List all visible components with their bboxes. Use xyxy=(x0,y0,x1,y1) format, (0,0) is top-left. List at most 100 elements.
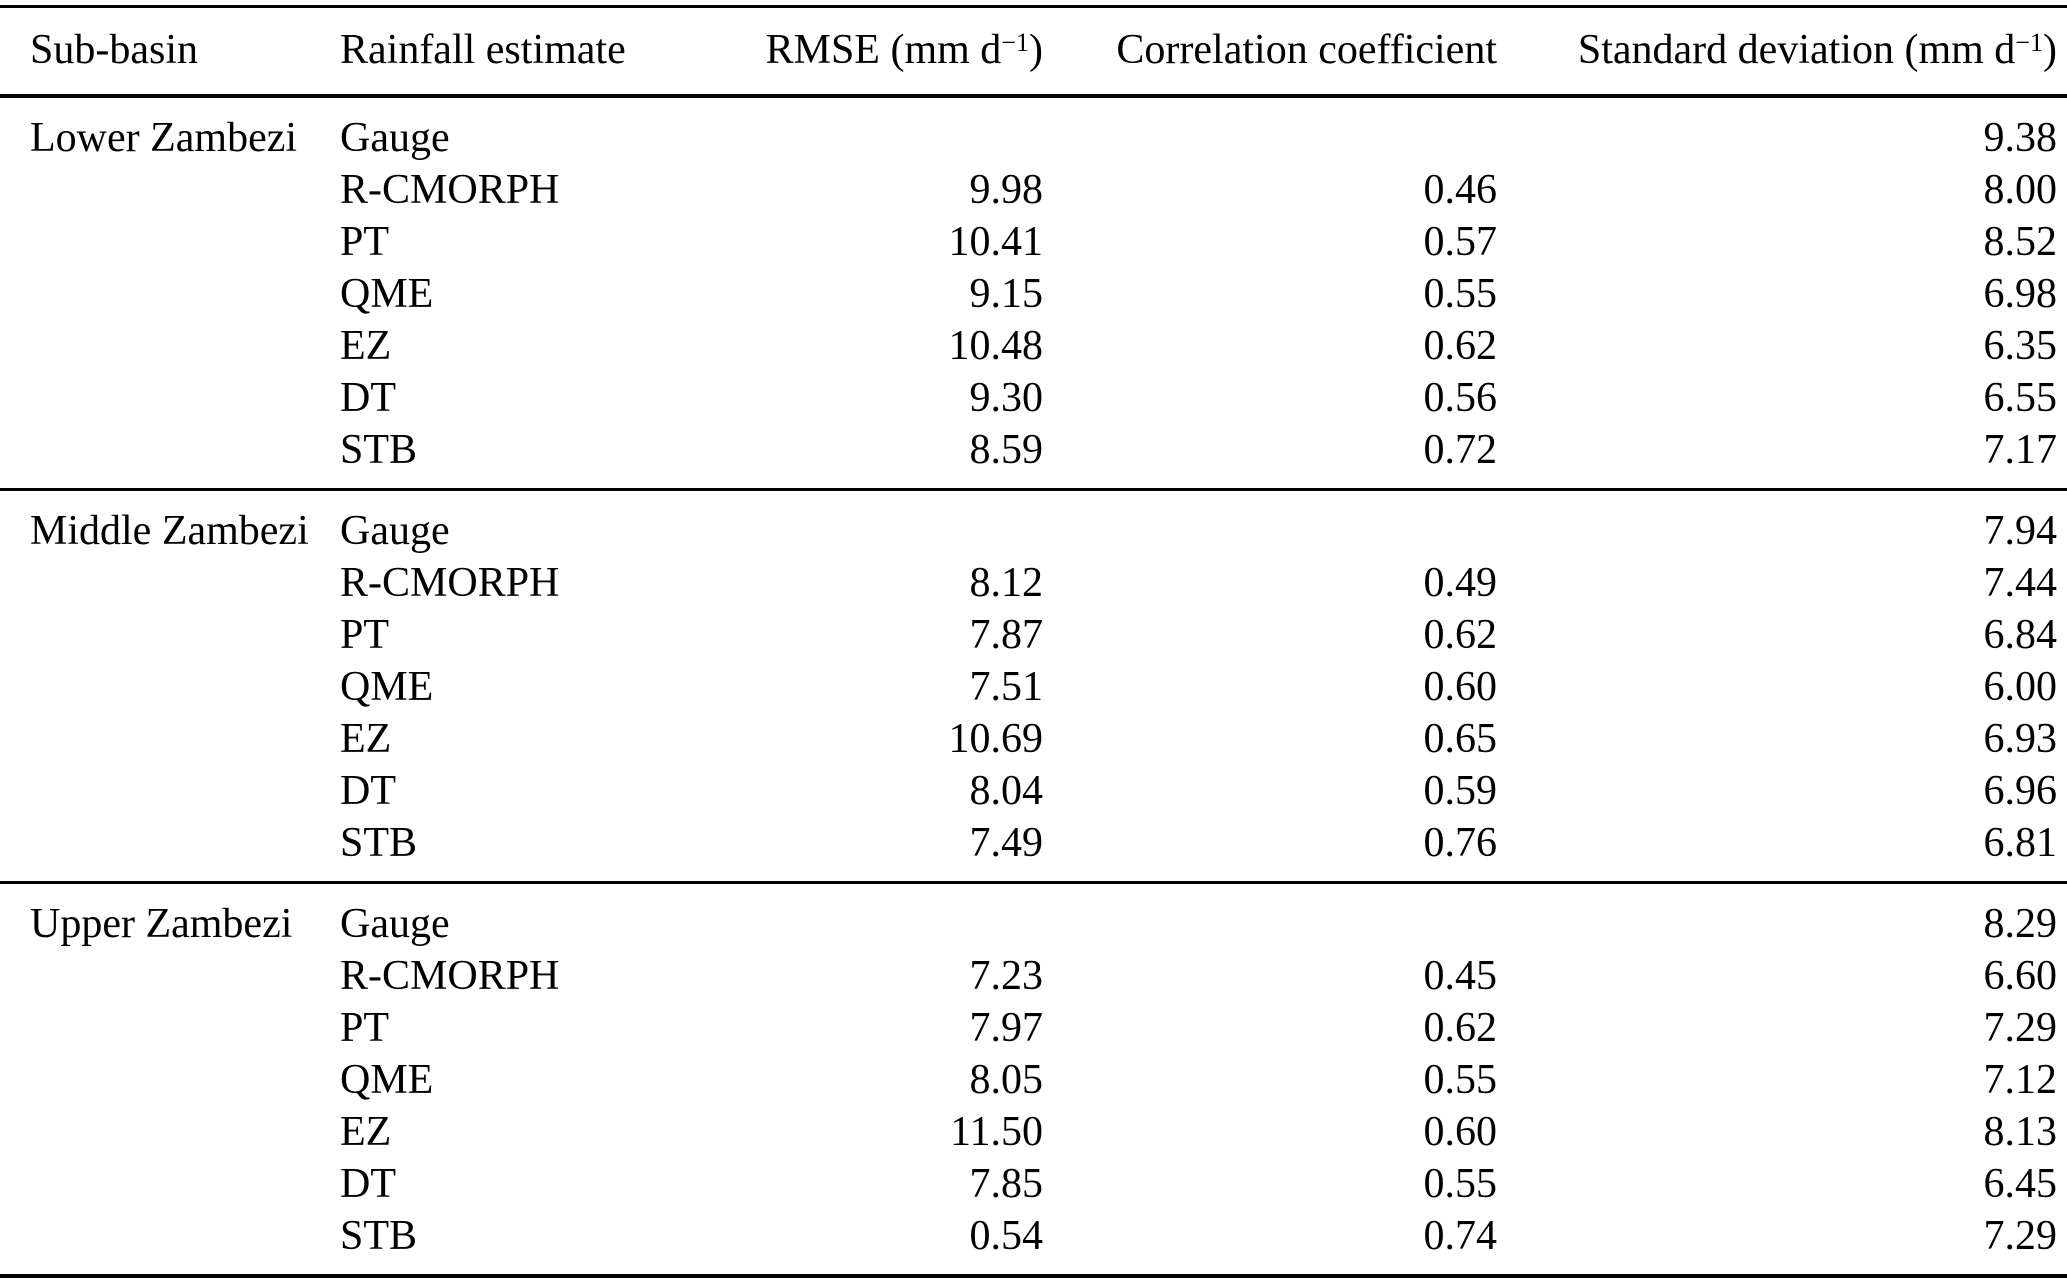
table-row: DT 8.04 0.59 6.96 xyxy=(0,765,2067,817)
table-header-row: Sub-basin Rainfall estimate RMSE (mm d−1… xyxy=(0,6,2067,98)
cell-rmse xyxy=(690,488,1043,557)
table-row: PT 10.41 0.57 8.52 xyxy=(0,216,2067,268)
cell-rmse xyxy=(690,96,1043,164)
cell-std-dev: 8.29 xyxy=(1497,881,2067,950)
cell-std-dev: 6.45 xyxy=(1983,1161,2058,1207)
cell-rmse: 10.48 xyxy=(948,323,1044,369)
cell-std-dev: 7.12 xyxy=(1983,1057,2058,1103)
rmse-unit-prefix: RMSE (mm d xyxy=(765,27,1002,73)
cell-sub-basin xyxy=(0,320,340,372)
col-header-correlation: Correlation coefficient xyxy=(1043,6,1497,98)
cell-rainfall-estimate: DT xyxy=(340,1161,396,1207)
cell-rmse: 7.87 xyxy=(969,612,1044,658)
cell-std-dev: 7.94 xyxy=(1497,488,2067,557)
cell-correlation: 0.55 xyxy=(1423,271,1498,317)
table-row: EZ 10.48 0.62 6.35 xyxy=(0,320,2067,372)
cell-correlation: 0.49 xyxy=(1423,560,1498,606)
cell-std-dev: 6.60 xyxy=(1983,953,2058,999)
cell-rainfall-estimate: QME xyxy=(340,271,434,317)
cell-std-dev: 8.52 xyxy=(1983,219,2058,265)
cell-rmse: 10.69 xyxy=(948,716,1044,762)
cell-sub-basin: Upper Zambezi xyxy=(0,881,340,950)
cell-rmse: 10.41 xyxy=(948,219,1044,265)
cell-rainfall-estimate: STB xyxy=(340,820,418,866)
cell-sub-basin xyxy=(0,1054,340,1106)
cell-correlation: 0.55 xyxy=(1423,1057,1498,1103)
cell-sub-basin xyxy=(0,1002,340,1054)
cell-rmse: 9.30 xyxy=(969,375,1044,421)
table-row: DT 7.85 0.55 6.45 xyxy=(0,1158,2067,1210)
cell-rmse: 8.59 xyxy=(969,427,1044,473)
cell-rainfall-estimate: EZ xyxy=(340,716,392,762)
cell-sub-basin xyxy=(0,713,340,765)
std-dev-unit-exponent: −1 xyxy=(2015,28,2043,58)
col-header-rmse: RMSE (mm d−1) xyxy=(690,6,1043,98)
table-row: R-CMORPH 8.12 0.49 7.44 xyxy=(0,557,2067,609)
cell-std-dev: 6.96 xyxy=(1983,768,2058,814)
table-row: PT 7.97 0.62 7.29 xyxy=(0,1002,2067,1054)
cell-rainfall-estimate: R-CMORPH xyxy=(340,167,560,213)
table-row: QME 7.51 0.60 6.00 xyxy=(0,661,2067,713)
cell-rainfall-estimate: DT xyxy=(340,375,396,421)
cell-rainfall-estimate: Gauge xyxy=(340,881,690,950)
cell-sub-basin xyxy=(0,268,340,320)
cell-correlation: 0.62 xyxy=(1423,612,1498,658)
cell-sub-basin xyxy=(0,609,340,661)
cell-rmse: 8.05 xyxy=(969,1057,1044,1103)
cell-sub-basin xyxy=(0,950,340,1002)
table-row: Lower Zambezi Gauge 9.38 xyxy=(0,96,2067,164)
table-row: R-CMORPH 7.23 0.45 6.60 xyxy=(0,950,2067,1002)
cell-sub-basin: Middle Zambezi xyxy=(0,488,340,557)
cell-rmse: 7.23 xyxy=(969,953,1044,999)
cell-sub-basin xyxy=(0,1106,340,1158)
col-header-rainfall-estimate: Rainfall estimate xyxy=(340,6,690,98)
cell-rainfall-estimate: EZ xyxy=(340,1109,392,1155)
cell-rainfall-estimate: STB xyxy=(340,1213,418,1259)
table-row: PT 7.87 0.62 6.84 xyxy=(0,609,2067,661)
cell-rmse: 11.50 xyxy=(950,1109,1043,1155)
cell-rmse: 0.54 xyxy=(969,1213,1044,1259)
cell-std-dev: 9.38 xyxy=(1983,115,2058,161)
cell-correlation: 0.56 xyxy=(1423,375,1498,421)
cell-rainfall-estimate: R-CMORPH xyxy=(340,953,560,999)
cell-correlation: 0.62 xyxy=(1423,1005,1498,1051)
cell-std-dev: 6.98 xyxy=(1983,271,2058,317)
cell-rainfall-estimate: QME xyxy=(340,664,434,710)
cell-std-dev: 6.93 xyxy=(1983,716,2058,762)
cell-rainfall-estimate: EZ xyxy=(340,323,392,369)
cell-correlation xyxy=(1043,488,1497,557)
table-row: STB 7.49 0.76 6.81 xyxy=(0,817,2067,883)
cell-correlation: 0.59 xyxy=(1423,768,1498,814)
cell-rainfall-estimate: PT xyxy=(340,612,390,658)
cell-rainfall-estimate: PT xyxy=(340,219,390,265)
cell-rmse: 7.49 xyxy=(969,820,1044,866)
cell-correlation: 0.62 xyxy=(1423,323,1498,369)
cell-rmse: 9.98 xyxy=(969,167,1044,213)
cell-sub-basin xyxy=(0,164,340,216)
cell-sub-basin: Lower Zambezi xyxy=(30,115,298,161)
cell-std-dev: 6.35 xyxy=(1983,323,2058,369)
cell-rainfall-estimate: PT xyxy=(340,1005,390,1051)
cell-std-dev: 6.00 xyxy=(1983,664,2058,710)
table-row: EZ 11.50 0.60 8.13 xyxy=(0,1106,2067,1158)
cell-sub-basin xyxy=(0,817,340,883)
rmse-unit-exponent: −1 xyxy=(1001,28,1029,58)
cell-std-dev: 8.13 xyxy=(1983,1109,2058,1155)
cell-std-dev: 7.44 xyxy=(1983,560,2058,606)
cell-correlation: 0.65 xyxy=(1423,716,1498,762)
table-row: QME 8.05 0.55 7.12 xyxy=(0,1054,2067,1106)
cell-rainfall-estimate: STB xyxy=(340,427,418,473)
cell-sub-basin xyxy=(0,1158,340,1210)
table-row: STB 8.59 0.72 7.17 xyxy=(0,424,2067,490)
cell-std-dev: 8.00 xyxy=(1983,167,2058,213)
std-dev-unit-prefix: Standard deviation (mm d xyxy=(1577,27,2016,73)
table-row: R-CMORPH 9.98 0.46 8.00 xyxy=(0,164,2067,216)
cell-std-dev: 7.29 xyxy=(1983,1005,2058,1051)
cell-rainfall-estimate: R-CMORPH xyxy=(340,560,560,606)
cell-rainfall-estimate: Gauge xyxy=(340,488,690,557)
table-row: STB 0.54 0.74 7.29 xyxy=(0,1210,2067,1276)
cell-rmse: 9.15 xyxy=(969,271,1044,317)
cell-sub-basin xyxy=(0,1210,340,1276)
cell-correlation: 0.57 xyxy=(1423,219,1498,265)
cell-correlation xyxy=(1043,881,1497,950)
